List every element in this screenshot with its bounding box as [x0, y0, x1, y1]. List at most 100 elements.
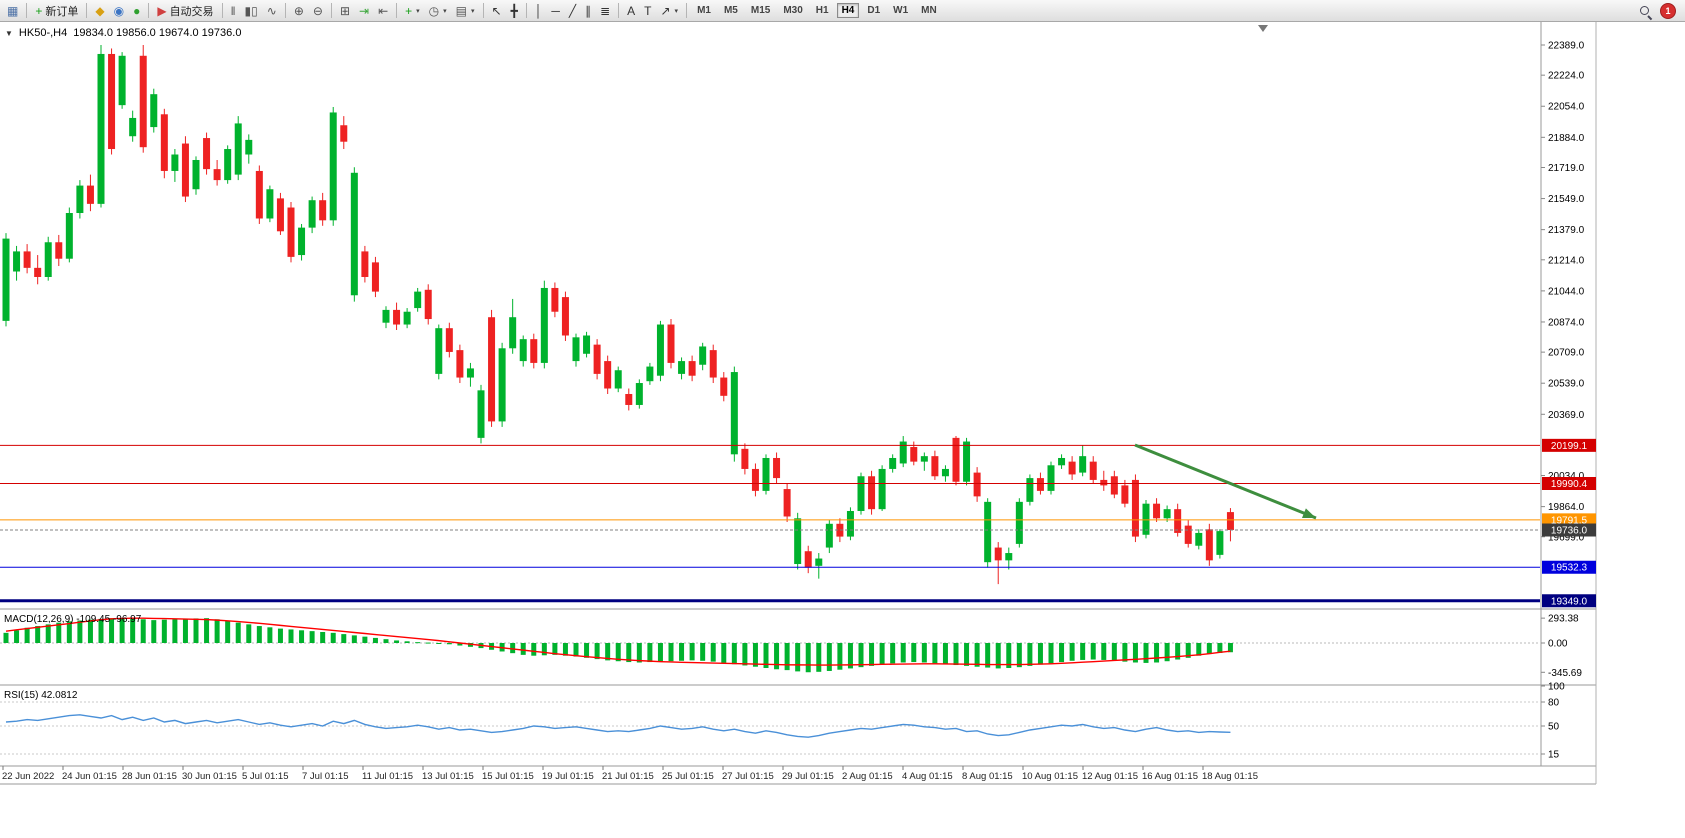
macd-bar: [531, 643, 537, 656]
zoom-out-icon: ⊖: [312, 3, 323, 18]
svg-text:11 Jul 01:15: 11 Jul 01:15: [362, 771, 413, 782]
svg-text:25 Jul 01:15: 25 Jul 01:15: [662, 771, 714, 782]
macd-bar: [35, 626, 41, 643]
chart-canvas[interactable]: 22389.0 22224.0 22054.0 21884.0 21719.0 21549…: [0, 22, 1685, 786]
chart-window: ▼ HK50-,H4 19834.0 19856.0 19674.0 19736…: [0, 22, 1685, 791]
macd-bar: [1016, 643, 1022, 668]
macd-bar: [805, 643, 811, 673]
templates-button[interactable]: ▤ ▾: [452, 1, 479, 21]
svg-text:21549.0: 21549.0: [1548, 194, 1585, 205]
periods-button[interactable]: ◷ ▾: [425, 1, 451, 21]
collapse-arrow-icon[interactable]: ▼: [5, 28, 13, 38]
tile-windows-button[interactable]: ⊞: [336, 1, 354, 21]
trend-arrow[interactable]: [1134, 443, 1317, 520]
bar-chart-mode-button[interactable]: ‖: [227, 1, 240, 21]
price-level-badge: [1542, 523, 1596, 537]
timeframe-mn-button[interactable]: MN: [921, 5, 937, 16]
macd-bar: [182, 618, 188, 643]
fibonacci-tool-button[interactable]: ≣: [596, 1, 614, 21]
macd-bar: [151, 620, 157, 643]
timeframe-w1-button[interactable]: W1: [893, 5, 909, 16]
macd-bar: [974, 643, 980, 667]
chart-shift-marker[interactable]: [1258, 25, 1268, 32]
auto-trading-label: 自动交易: [169, 5, 214, 18]
macd-bar: [246, 624, 252, 643]
macd-bar: [1080, 643, 1086, 660]
timeframe-d1-button[interactable]: D1: [867, 5, 881, 16]
macd-bar: [3, 632, 9, 643]
timeframe-h1-button[interactable]: H1: [815, 5, 829, 16]
bar-chart-mode-icon: ‖: [230, 3, 236, 18]
svg-text:8 Aug 01:15: 8 Aug 01:15: [962, 771, 1013, 782]
auto-scroll-button[interactable]: ⇥: [355, 1, 373, 21]
macd-bar: [510, 643, 516, 654]
macd-bar: [425, 642, 431, 644]
macd-bar: [1227, 643, 1233, 653]
price-level-badge: [1542, 477, 1596, 491]
timeframe-h4-button[interactable]: H4: [836, 3, 860, 18]
level-lines[interactable]: [0, 444, 1540, 603]
macd-bar: [24, 627, 30, 643]
text-tool-icon: A: [627, 3, 636, 18]
svg-text:10 Aug 01:15: 10 Aug 01:15: [1022, 771, 1078, 782]
timeframe-m30-button[interactable]: M30: [783, 5, 803, 16]
macd-bar: [689, 643, 695, 661]
auto-trading-button[interactable]: ▶ 自动交易: [153, 1, 217, 21]
zoom-in-button[interactable]: ⊕: [290, 1, 308, 21]
macd-bar: [1059, 643, 1065, 663]
macd-bar: [467, 643, 473, 647]
macd-bar: [309, 631, 315, 643]
vertical-line-tool-button[interactable]: │: [531, 1, 547, 21]
community-button[interactable]: ●: [129, 1, 144, 21]
macd-bar: [1185, 643, 1191, 658]
svg-text:13 Jul 01:15: 13 Jul 01:15: [422, 771, 474, 782]
price-axis[interactable]: 22389.0 22224.0 22054.0 21884.0 21719.0 21549…: [1541, 41, 1596, 761]
svg-text:12 Aug 01:15: 12 Aug 01:15: [1082, 771, 1138, 782]
new-chart-button[interactable]: ▦: [3, 1, 22, 21]
cursor-tool-icon: ↖: [491, 3, 502, 18]
arrows-tool-button[interactable]: ↗ ▾: [656, 1, 682, 21]
notification-badge[interactable]: 1: [1660, 2, 1676, 19]
macd-bar: [552, 643, 558, 655]
macd-bar: [1217, 643, 1223, 653]
timeframe-m15-button[interactable]: M15: [750, 5, 771, 16]
svg-text:21379.0: 21379.0: [1548, 225, 1585, 236]
indicators-button[interactable]: + ▾: [401, 1, 424, 21]
market-watch-button[interactable]: ◉: [110, 1, 128, 21]
macd-bar: [235, 622, 241, 643]
timeframe-m5-button[interactable]: M5: [723, 5, 738, 16]
cursor-tool-button[interactable]: ↖: [488, 1, 506, 21]
horizontal-line-tool-icon: ─: [551, 3, 560, 18]
channel-tool-button[interactable]: ∥: [581, 1, 595, 21]
profiles-button[interactable]: ◆: [91, 1, 108, 21]
horizontal-line-tool-button[interactable]: ─: [547, 1, 564, 21]
text-tool-button[interactable]: A: [623, 1, 639, 21]
zoom-out-button[interactable]: ⊖: [309, 1, 327, 21]
new-order-button[interactable]: + 新订单: [31, 1, 82, 21]
time-axis[interactable]: 22 Jun 2022 24 Jun 01:15 28 Jun 01:15 30 Ju…: [2, 766, 1258, 782]
svg-text:50: 50: [1548, 722, 1560, 733]
svg-text:29 Jul 01:15: 29 Jul 01:15: [782, 771, 834, 782]
svg-text:22 Jun 2022: 22 Jun 2022: [2, 771, 54, 782]
search-icon[interactable]: [1638, 4, 1652, 18]
macd-bar: [1037, 643, 1043, 665]
crosshair-tool-button[interactable]: ╋: [507, 1, 522, 21]
svg-text:293.38: 293.38: [1548, 614, 1579, 625]
line-chart-mode-icon: ∿: [266, 3, 277, 18]
label-tool-button[interactable]: T: [640, 1, 655, 21]
macd-bar: [668, 643, 674, 662]
svg-text:4 Aug 01:15: 4 Aug 01:15: [902, 771, 953, 782]
line-chart-mode-button[interactable]: ∿: [263, 1, 281, 21]
chart-shift-button[interactable]: ⇤: [374, 1, 392, 21]
candlestick-mode-button[interactable]: ▮▯: [241, 1, 262, 21]
timeframe-m1-button[interactable]: M1: [697, 5, 711, 16]
macd-bar: [879, 643, 885, 665]
macd-bar: [731, 643, 737, 665]
toolbar-separator: [221, 3, 223, 18]
macd-bar: [784, 643, 790, 671]
macd-bar: [700, 643, 706, 661]
macd-bar: [1175, 643, 1181, 660]
toolbar-separator: [525, 3, 527, 18]
trendline-tool-button[interactable]: ╱: [565, 1, 580, 21]
svg-text:18 Aug 01:15: 18 Aug 01:15: [1202, 771, 1258, 782]
